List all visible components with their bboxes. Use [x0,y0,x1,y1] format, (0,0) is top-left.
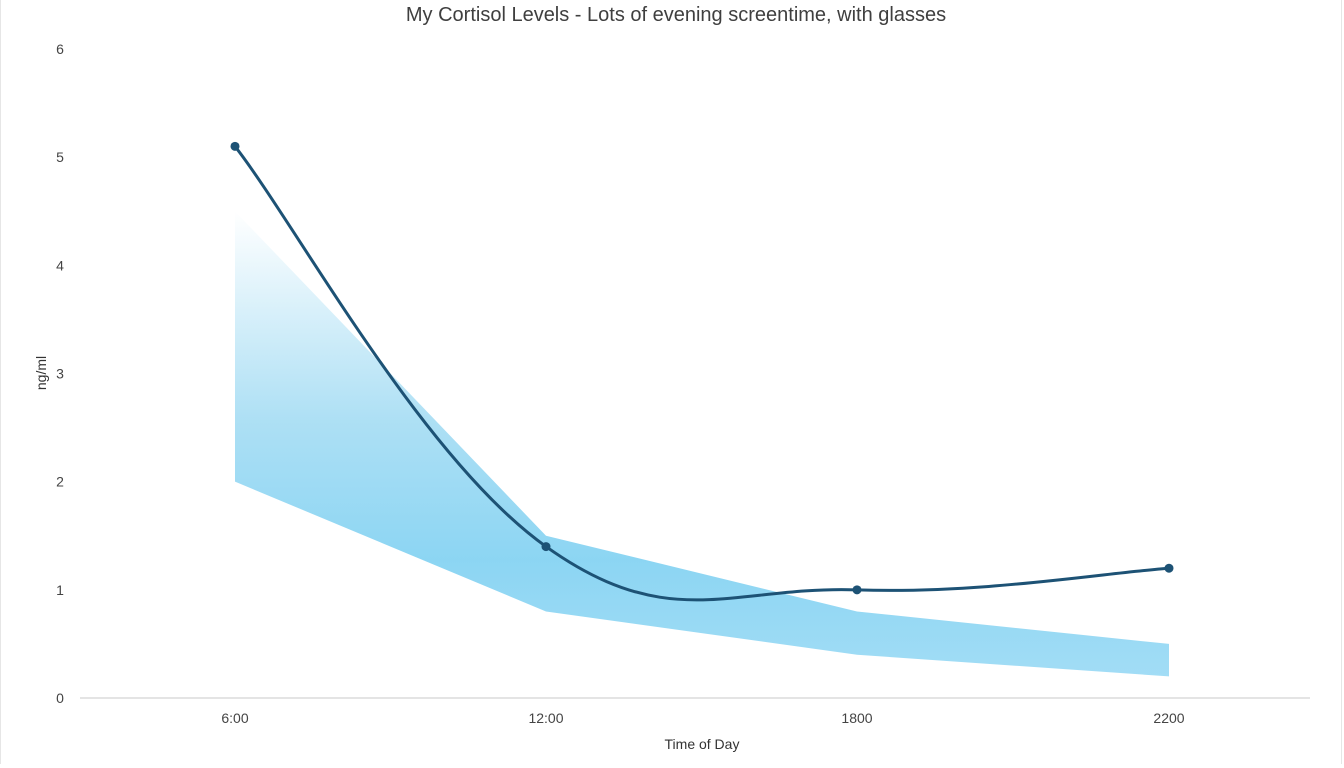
data-point-2 [852,585,862,595]
x-axis-title: Time of Day [665,736,740,752]
y-tick-label: 6 [56,41,64,57]
y-axis-title: ng/ml [33,356,49,390]
x-tick-label: 12:00 [528,710,563,726]
y-tick-label: 1 [56,582,64,598]
data-point-3 [1164,563,1174,573]
range-band [235,211,1169,677]
y-tick-label: 0 [56,690,64,706]
y-tick-label: 4 [56,257,64,273]
x-tick-label: 6:00 [221,710,248,726]
x-tick-label: 1800 [841,710,872,726]
y-tick-label: 3 [56,366,64,382]
x-tick-label: 2200 [1153,710,1184,726]
y-tick-label: 5 [56,149,64,165]
chart-title: My Cortisol Levels - Lots of evening scr… [405,4,947,26]
y-tick-label: 2 [56,474,64,490]
data-point-0 [230,141,240,151]
data-point-1 [541,542,551,552]
series-line [233,144,1171,602]
